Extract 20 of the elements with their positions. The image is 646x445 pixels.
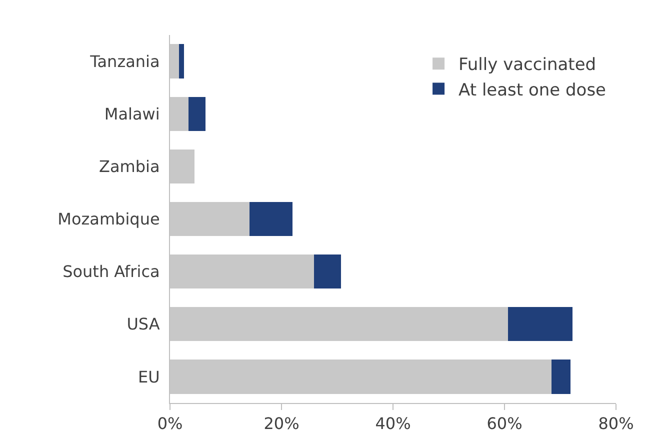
legend-label: Fully vaccinated xyxy=(458,55,596,76)
x-tick-label: 20% xyxy=(264,414,300,434)
bar xyxy=(551,360,570,394)
x-tick-label: 40% xyxy=(375,414,411,434)
x-tick-label: 0% xyxy=(157,414,183,434)
bar xyxy=(508,307,573,342)
y-tick-label: USA xyxy=(126,314,160,334)
bar xyxy=(178,44,184,78)
x-tick-label: 80% xyxy=(598,414,634,434)
y-tick-label: Malawi xyxy=(104,104,160,124)
bar xyxy=(314,254,342,289)
y-tick-label: Zambia xyxy=(99,157,160,176)
y-tick-label: EU xyxy=(138,367,160,386)
y-tick-label: South Africa xyxy=(62,262,160,282)
bar xyxy=(250,202,293,236)
legend-label: At least one dose xyxy=(458,80,606,100)
bar xyxy=(188,96,206,131)
x-tick-label: 60% xyxy=(486,414,522,434)
y-tick-label: Tanzania xyxy=(89,52,160,71)
y-tick-label: Mozambique xyxy=(58,210,160,229)
